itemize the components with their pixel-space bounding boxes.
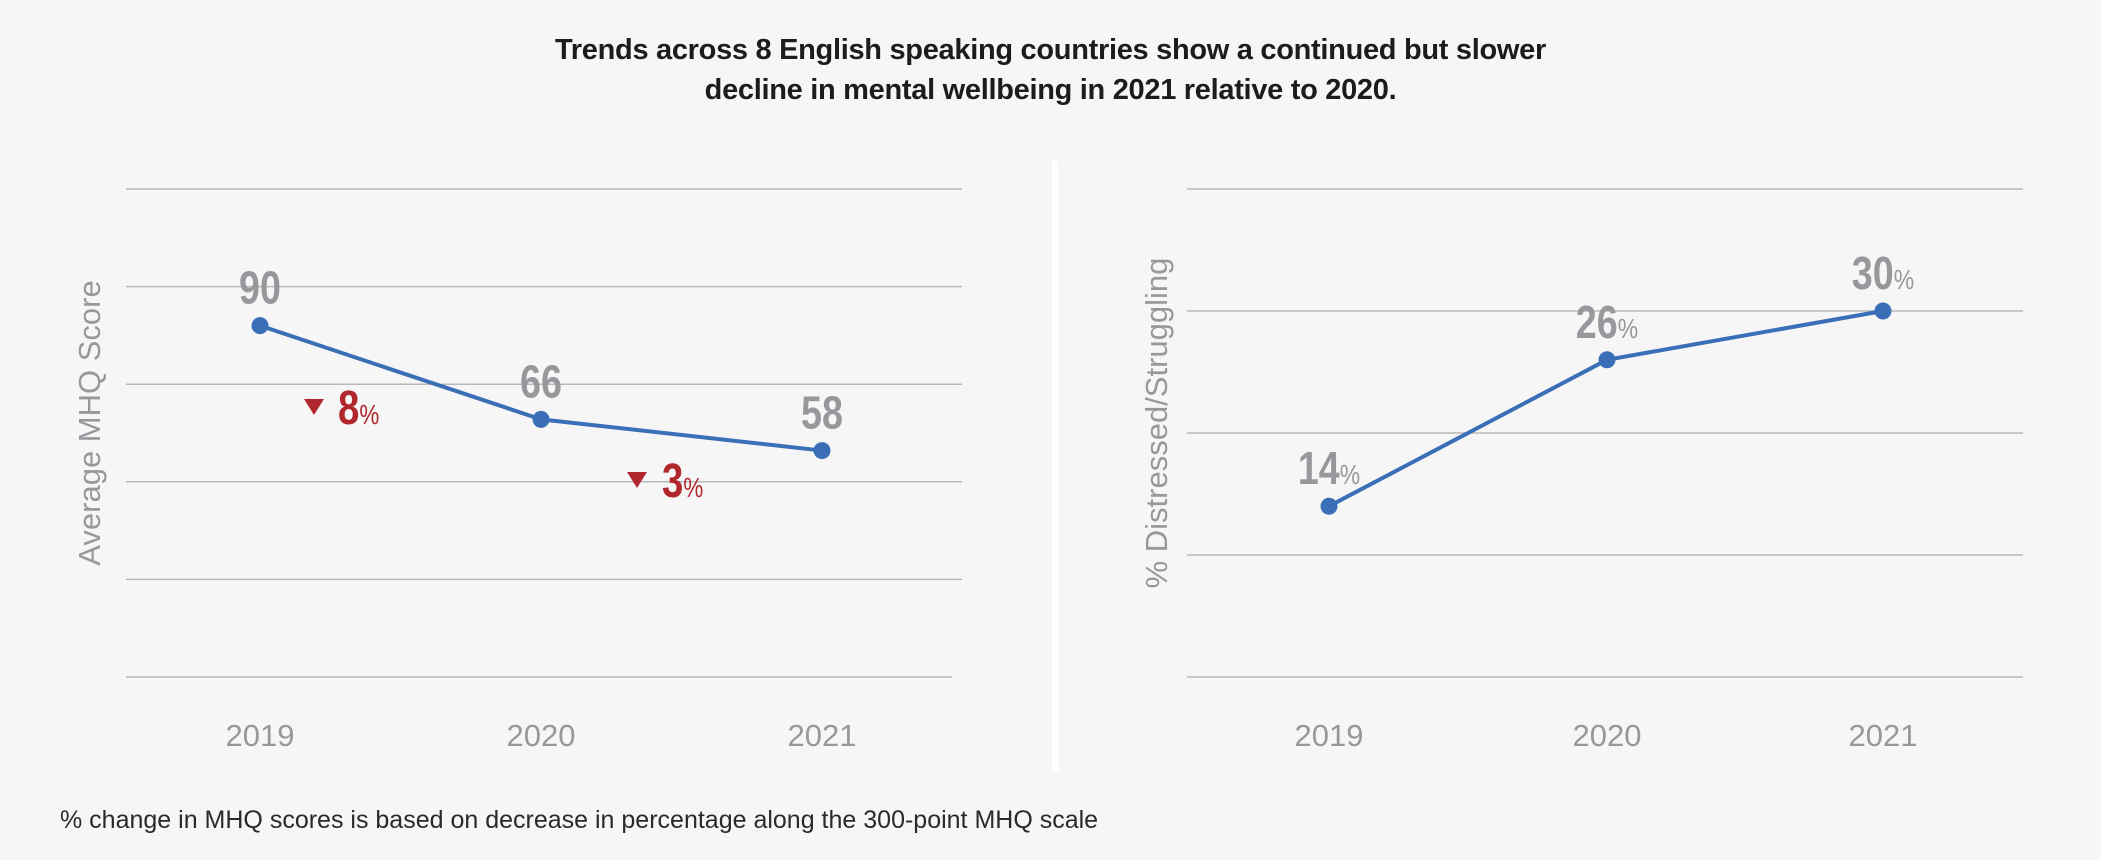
panel-divider — [1052, 161, 1058, 771]
data-label: 90 — [239, 262, 281, 313]
y-axis-label: % Distressed/Struggling — [1139, 258, 1174, 589]
data-point — [1874, 302, 1892, 320]
down-triangle-icon — [304, 399, 324, 415]
data-label-suffix: % — [1340, 460, 1360, 491]
data-label: 14% — [1298, 443, 1360, 494]
change-value: 8 — [338, 382, 359, 435]
data-label-value: 26 — [1576, 296, 1618, 347]
data-label: 30% — [1852, 247, 1914, 298]
data-label-value: 30 — [1852, 247, 1894, 298]
change-suffix: % — [359, 400, 379, 431]
data-label-value: 14 — [1298, 443, 1340, 494]
data-label-value: 90 — [239, 262, 281, 313]
x-tick-label: 2021 — [1849, 718, 1918, 753]
down-triangle-icon — [627, 472, 647, 488]
data-point — [1598, 351, 1616, 369]
data-point — [532, 410, 550, 428]
data-label-suffix: % — [1894, 265, 1914, 296]
change-label: 3% — [662, 455, 703, 508]
x-tick-label: 2019 — [1295, 718, 1364, 753]
change-suffix: % — [683, 473, 703, 504]
data-label: 58 — [801, 387, 843, 438]
change-value: 3 — [662, 455, 683, 508]
chart-title: Trends across 8 English speaking countri… — [0, 30, 2101, 110]
data-label-value: 66 — [520, 356, 562, 407]
x-tick-label: 2021 — [788, 718, 857, 753]
y-axis-label: Average MHQ Score — [72, 280, 107, 565]
data-point — [813, 442, 831, 460]
data-point — [1320, 497, 1338, 515]
x-tick-label: 2020 — [507, 718, 576, 753]
x-tick-label: 2019 — [226, 718, 295, 753]
chart-title-line-2: decline in mental wellbeing in 2021 rela… — [704, 74, 1397, 106]
data-label: 26% — [1576, 296, 1638, 347]
footnote: % change in MHQ scores is based on decre… — [60, 806, 1099, 834]
data-label: 66 — [520, 356, 562, 407]
chart-title-line-1: Trends across 8 English speaking countri… — [554, 34, 1546, 66]
x-tick-label: 2020 — [1573, 718, 1642, 753]
data-label-suffix: % — [1618, 314, 1638, 345]
data-label-value: 58 — [801, 387, 843, 438]
data-point — [251, 317, 269, 335]
change-label: 8% — [338, 382, 379, 435]
